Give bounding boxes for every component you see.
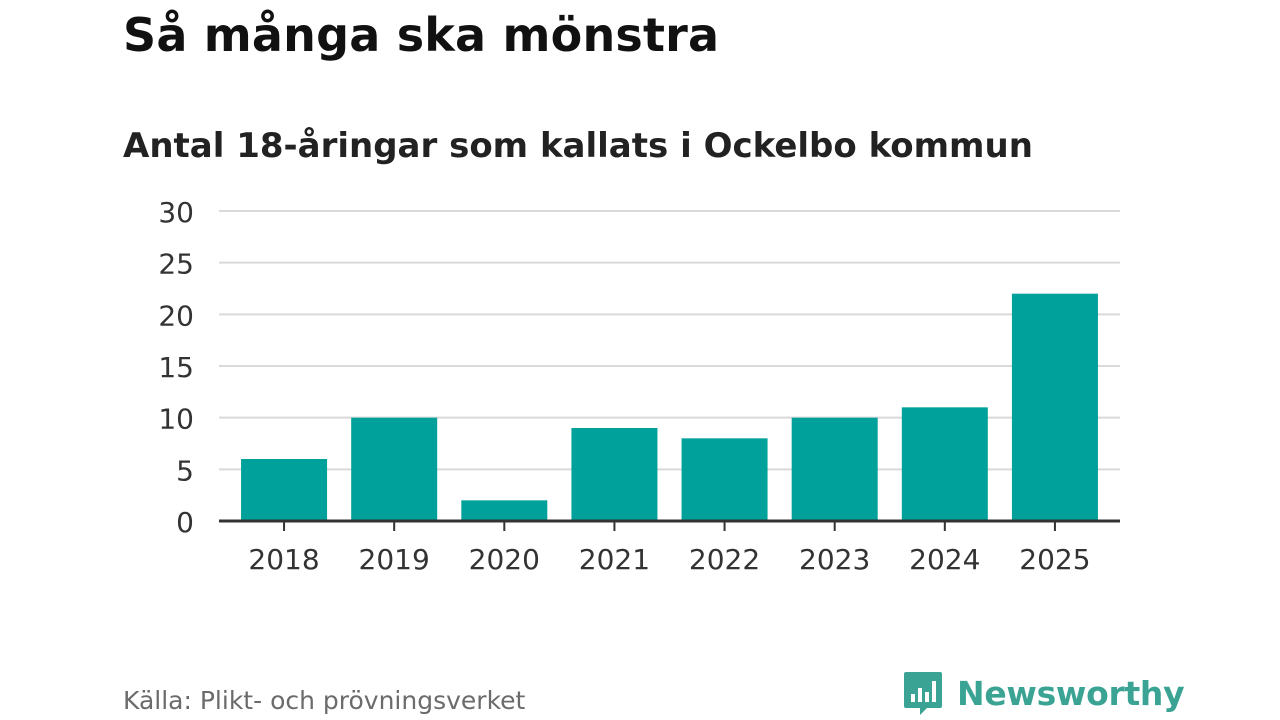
brand-logo: Newsworthy <box>903 670 1185 716</box>
x-tick-label: 2018 <box>248 543 319 576</box>
source-note: Källa: Plikt- och prövningsverket <box>123 686 526 715</box>
bar-2023 <box>791 417 878 521</box>
y-tick-label: 30 <box>158 196 194 229</box>
y-tick-label: 25 <box>158 248 194 281</box>
bar-2018 <box>241 459 328 521</box>
y-tick-label: 0 <box>176 506 194 539</box>
x-tick-label: 2019 <box>359 543 430 576</box>
bar-2022 <box>681 438 768 521</box>
x-tick-label: 2022 <box>689 543 760 576</box>
newsworthy-logo-icon <box>904 672 942 715</box>
x-tick-label: 2025 <box>1019 543 1090 576</box>
bars <box>241 293 1098 521</box>
y-tick-labels: 0 5 10 15 20 25 30 <box>158 196 194 539</box>
brand-name: Newsworthy <box>957 673 1185 713</box>
y-tick-label: 15 <box>158 351 194 384</box>
y-tick-label: 5 <box>176 454 194 487</box>
x-tick-label: 2023 <box>799 543 870 576</box>
bar-2024 <box>901 407 988 521</box>
x-tick-label: 2020 <box>469 543 540 576</box>
x-tick-label: 2024 <box>909 543 980 576</box>
bar-2025 <box>1011 293 1098 521</box>
bar-2020 <box>461 500 548 521</box>
y-tick-label: 10 <box>158 403 194 436</box>
x-axis <box>219 519 1120 531</box>
x-tick-labels: 2018 2019 2020 2021 2022 2023 2024 2025 <box>248 543 1090 576</box>
chart-title: Så många ska mönstra <box>123 8 720 62</box>
bar-2021 <box>571 428 658 521</box>
y-tick-label: 20 <box>158 299 194 332</box>
x-tick-label: 2021 <box>579 543 650 576</box>
bar-2019 <box>351 417 438 521</box>
chart-subtitle: Antal 18-åringar som kallats i Ockelbo k… <box>123 126 1033 166</box>
